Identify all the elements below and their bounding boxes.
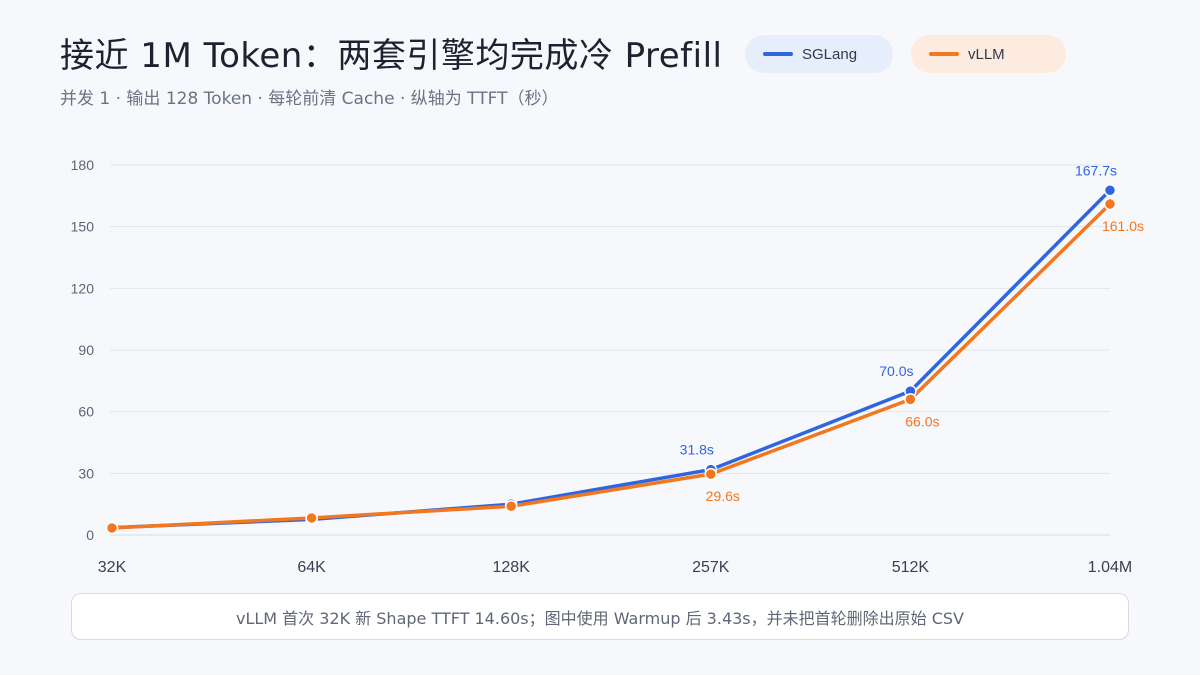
y-tick-label: 60 (78, 404, 94, 420)
data-point-vllm (704, 467, 718, 481)
series-line-sglang (110, 188, 1112, 530)
footnote-text: vLLM 首次 32K 新 Shape TTFT 14.60s；图中使用 War… (235, 608, 965, 628)
x-tick-label: 512K (892, 559, 930, 576)
data-label-sglang: 167.7s (1075, 162, 1117, 178)
data-label-vllm: 161.0s (1102, 218, 1144, 234)
x-tick-label: 1.04M (1088, 559, 1132, 576)
x-tick-label: 64K (297, 559, 326, 576)
data-point-vllm (504, 499, 518, 513)
x-tick-label: 128K (493, 559, 531, 576)
x-tick-label: 257K (692, 559, 730, 576)
y-tick-label: 150 (71, 219, 95, 235)
legend-label-vllm: vLLM (968, 45, 1005, 63)
y-tick-label: 120 (71, 280, 95, 296)
footnote: vLLM 首次 32K 新 Shape TTFT 14.60s；图中使用 War… (71, 593, 1129, 640)
chart-subtitle: 并发 1 · 输出 128 Token · 每轮前清 Cache · 纵轴为 T… (60, 89, 559, 109)
data-point-sglang (1103, 184, 1117, 197)
data-point-vllm (1103, 197, 1117, 211)
data-point-vllm (105, 521, 119, 535)
x-tick-label: 32K (98, 559, 127, 576)
legend-item-sglang[interactable]: SGLang (745, 35, 893, 73)
y-tick-label: 180 (71, 157, 95, 173)
data-label-sglang: 70.0s (879, 363, 913, 379)
data-label-vllm: 29.6s (706, 488, 740, 504)
chart-title: 接近 1M Token：两套引擎均完成冷 Prefill (60, 36, 723, 76)
y-tick-label: 90 (78, 342, 94, 358)
y-tick-label: 30 (78, 465, 94, 481)
data-point-vllm (305, 511, 318, 525)
legend-label-sglang: SGLang (802, 45, 858, 63)
data-label-sglang: 31.8s (680, 442, 714, 458)
data-label-vllm: 66.0s (905, 413, 939, 429)
legend-swatch-sglang (763, 52, 793, 56)
y-tick-label: 0 (86, 527, 94, 543)
legend-item-vllm[interactable]: vLLM (911, 35, 1066, 73)
series-line-vllm (110, 202, 1112, 530)
legend-swatch-vllm (929, 52, 959, 56)
data-point-vllm (904, 393, 917, 406)
